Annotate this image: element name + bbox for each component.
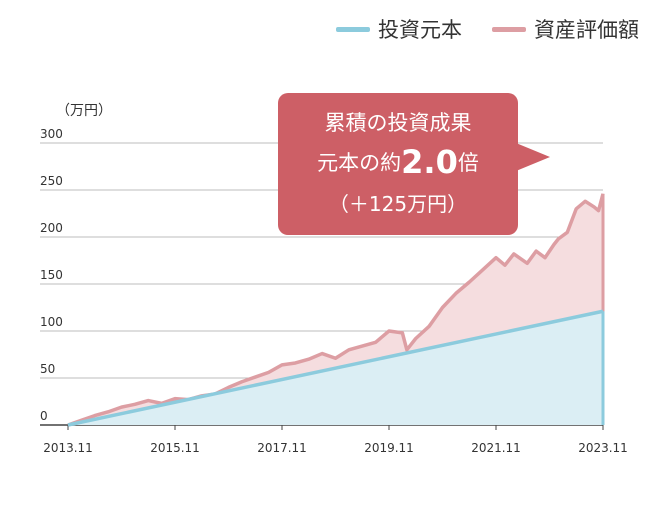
y-tick-label-200: 200	[40, 221, 63, 235]
callout-multiplier-value: 2.0	[401, 143, 458, 181]
callout-suffix: 倍	[457, 151, 479, 175]
y-tick-label-250: 250	[40, 174, 63, 188]
y-tick-label-0: 0	[40, 409, 48, 423]
y-tick-label-50: 50	[40, 362, 55, 376]
callout-multiplier-line: 元本の約2.0倍	[278, 143, 518, 181]
legend-swatch-valuation	[492, 26, 526, 32]
legend-item-valuation: 資産評価額	[492, 14, 639, 44]
callout-prefix: 元本の約	[317, 151, 402, 175]
callout-gain: （＋125万円）	[328, 192, 468, 216]
x-tick-label-2015.11: 2015.11	[150, 441, 200, 455]
callout-tail	[516, 143, 550, 171]
x-tick-label-2013.11: 2013.11	[43, 441, 93, 455]
y-axis-unit-label: （万円）	[56, 103, 112, 119]
x-tick-label-2021.11: 2021.11	[471, 441, 521, 455]
legend-label-principal: 投資元本	[378, 18, 462, 42]
legend-swatch-principal	[336, 26, 370, 32]
series-line-principal	[67, 309, 604, 427]
x-tick-label-2019.11: 2019.11	[364, 441, 414, 455]
legend-item-principal: 投資元本	[336, 14, 462, 44]
series-line-valuation	[67, 193, 605, 427]
x-tick-label-2017.11: 2017.11	[257, 441, 307, 455]
y-tick-label-300: 300	[40, 127, 63, 141]
callout-bubble: 累積の投資成果 元本の約2.0倍 （＋125万円）	[278, 93, 550, 235]
legend: 投資元本 資産評価額	[336, 14, 639, 44]
callout-headline: 累積の投資成果	[324, 111, 472, 135]
callout-box	[278, 93, 518, 235]
y-tick-label-100: 100	[40, 315, 63, 329]
x-tick-label-2023.11: 2023.11	[578, 441, 628, 455]
y-tick-label-150: 150	[40, 268, 63, 282]
legend-label-valuation: 資産評価額	[534, 18, 639, 42]
